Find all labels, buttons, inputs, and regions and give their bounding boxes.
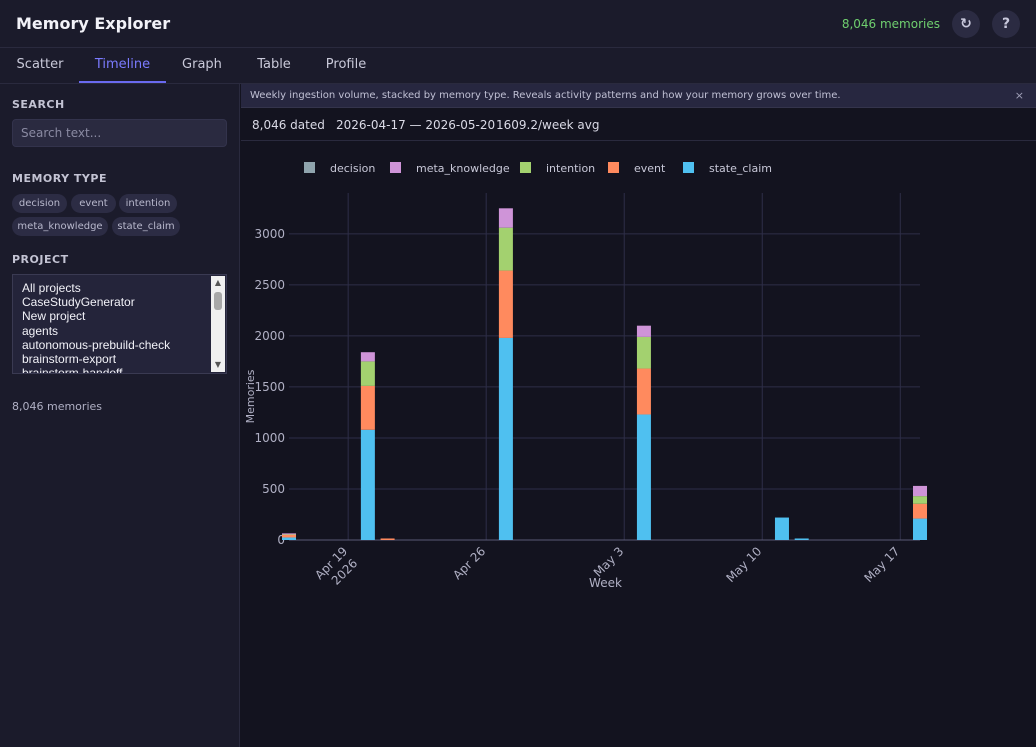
legend-label-decision: decision [330,162,375,175]
bar-segment-intention [360,361,375,386]
bar-segment-meta-knowledge [636,325,651,337]
tab-timeline[interactable]: Timeline [79,48,166,83]
y-tick-label: 1000 [254,431,285,445]
bar-segment-meta-knowledge [282,533,296,535]
type-chip-decision[interactable]: decision [12,194,67,213]
info-banner: Weekly ingestion volume, stacked by memo… [241,84,1036,108]
project-option[interactable]: brainstorm-handoff [22,366,123,374]
bar-segment-event [636,368,651,415]
y-tick-label: 2500 [254,278,285,292]
legend-label-event: event [634,162,666,175]
bar-segment-state-claim [794,538,809,540]
refresh-icon: ↻ [960,16,972,32]
stat-date-range: 2026-04-17 — 2026-05-20 [336,118,496,132]
legend-label-meta-knowledge: meta_knowledge [416,162,510,175]
bar-segment-meta-knowledge [360,352,375,362]
type-chip-meta-knowledge[interactable]: meta_knowledge [12,217,108,236]
y-tick-label: 2000 [254,329,285,343]
tab-table[interactable]: Table [257,57,291,72]
project-option[interactable]: brainstorm-export [22,352,117,366]
scroll-up-icon[interactable]: ▲ [214,278,222,287]
bar-segment-event [498,270,513,338]
refresh-button[interactable]: ↻ [952,10,980,38]
project-option[interactable]: New project [22,309,86,323]
y-tick-label: 0 [277,533,285,547]
y-axis-title: Memories [244,369,257,423]
type-chip-event[interactable]: event [71,194,116,213]
help-icon: ? [1001,16,1011,32]
y-tick-label: 500 [262,482,285,496]
x-tick-label: May 10 [723,544,764,585]
sidebar-memory-count: 8,046 memories [12,400,102,413]
banner-text: Weekly ingestion volume, stacked by memo… [250,90,841,101]
view-tabs: Scatter Timeline Graph Table Profile [0,48,1036,84]
legend-swatch-meta-knowledge [390,162,401,173]
memory-count: 8,046 memories [841,17,940,31]
stat-weekly-avg: 1609.2/week avg [496,118,600,132]
x-tick-label: May 17 [861,544,902,585]
app-title: Memory Explorer [16,14,171,33]
timeline-chart: 0 500 1000 1500 2000 2500 3000 Apr 19 2026 Apr 26… [241,141,1036,747]
legend-swatch-state-claim [683,162,694,173]
listbox-scrollbar[interactable]: ▲ ▼ [211,276,225,372]
bar-segment-state-claim [498,337,513,540]
legend-swatch-event [608,162,619,173]
x-axis-title: Week [589,576,622,590]
scroll-down-icon[interactable]: ▼ [214,360,222,369]
bar-segment-state-claim [282,537,296,540]
bar-segment-event [282,534,296,538]
legend-label-state-claim: state_claim [709,162,772,175]
bar-segment-intention [282,533,296,535]
bar-segment-state-claim [774,517,789,540]
project-heading: PROJECT [12,253,69,266]
project-option[interactable]: agents [22,324,59,338]
search-heading: SEARCH [12,98,65,111]
bar-segment-intention [498,227,513,271]
type-chip-state-claim[interactable]: state_claim [112,217,180,236]
scroll-thumb[interactable] [214,292,222,310]
help-button[interactable]: ? [992,10,1020,38]
legend-label-intention: intention [546,162,595,175]
legend-swatch-decision [304,162,315,173]
x-tick-label: May 3 [591,544,627,580]
sidebar: SEARCH MEMORY TYPE decision event intent… [0,84,240,747]
bar-segment-intention [913,496,927,504]
project-option[interactable]: All projects [22,281,81,295]
x-tick-label: Apr 26 [450,544,488,582]
bar-segment-meta-knowledge [498,208,513,228]
project-option[interactable]: autonomous-prebuild-check [22,338,171,352]
y-tick-label: 1500 [254,380,285,394]
project-option[interactable]: CaseStudyGenerator [22,295,135,309]
bar-segment-state-claim [636,414,651,540]
search-input[interactable] [12,119,227,147]
close-icon[interactable]: × [1014,89,1024,102]
bar-segment-event [380,538,395,540]
stat-dated: 8,046 dated [252,118,325,132]
bar-segment-event [360,385,375,430]
type-chip-intention[interactable]: intention [119,194,177,213]
memory-type-heading: MEMORY TYPE [12,172,107,185]
project-listbox[interactable]: All projects CaseStudyGenerator New proj… [12,274,227,374]
y-tick-label: 3000 [254,227,285,241]
tab-scatter[interactable]: Scatter [16,57,64,72]
bar-segment-event [913,503,927,519]
tab-graph[interactable]: Graph [182,57,222,72]
bar-segment-state-claim [360,429,375,540]
bar-segment-meta-knowledge [913,485,927,497]
bar-segment-state-claim [913,518,927,540]
top-bar: Memory Explorer 8,046 memories ↻ ? [0,0,1036,48]
stats-row: 8,046 dated 2026-04-17 — 2026-05-20 1609… [241,108,1036,141]
legend-swatch-intention [520,162,531,173]
bar-segment-intention [636,336,651,369]
tab-profile[interactable]: Profile [325,57,367,72]
